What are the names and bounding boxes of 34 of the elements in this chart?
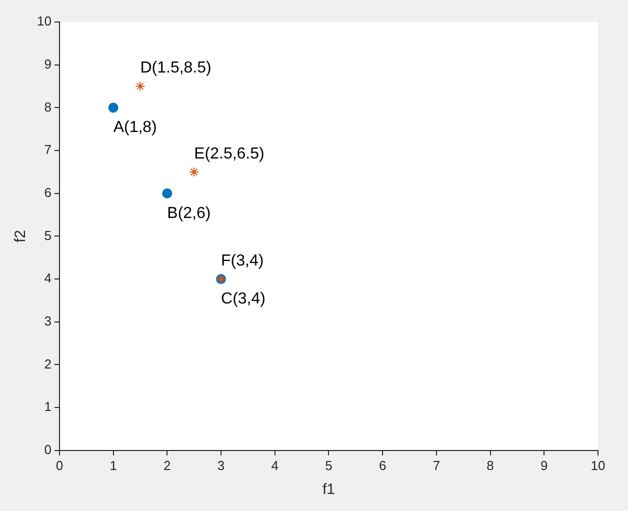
y-tick-label: 8 <box>44 99 52 114</box>
y-tick-label: 3 <box>44 313 52 328</box>
y-tick-label: 4 <box>44 270 52 286</box>
y-tick-label: 5 <box>44 228 52 243</box>
data-label: C(3,4) <box>221 290 266 308</box>
data-label: E(2.5,6.5) <box>194 145 264 162</box>
y-tick-label: 2 <box>44 356 52 372</box>
y-tick-label: 0 <box>44 442 52 457</box>
y-tick-label: 1 <box>44 399 52 414</box>
x-tick-label: 7 <box>432 458 440 473</box>
y-tick-label: 9 <box>44 56 52 72</box>
point <box>135 81 146 92</box>
x-tick-label: 9 <box>540 458 548 473</box>
y-axis-title: f2 <box>12 230 30 242</box>
data-label: D(1.5,8.5) <box>140 60 212 77</box>
data-label: B(2,6) <box>167 204 211 222</box>
x-tick-label: 3 <box>217 458 225 473</box>
x-axis-title: f1 <box>322 481 335 498</box>
x-tick-label: 0 <box>56 458 64 473</box>
data-label: A(1,8) <box>113 119 157 136</box>
x-tick-label: 10 <box>590 458 606 473</box>
x-tick-label: 5 <box>325 458 332 473</box>
x-tick-label: 4 <box>271 458 278 473</box>
point <box>162 188 172 198</box>
x-tick-label: 8 <box>486 458 494 473</box>
y-tick-label: 6 <box>44 184 52 200</box>
x-tick-label: 6 <box>378 458 386 473</box>
y-tick-label: 10 <box>36 14 52 29</box>
x-tick-label: 1 <box>110 458 117 473</box>
point <box>108 102 118 113</box>
point <box>189 166 200 177</box>
y-tick-label: 7 <box>44 142 52 158</box>
x-tick-label: 2 <box>164 458 171 473</box>
data-label: F(3,4) <box>221 252 264 270</box>
